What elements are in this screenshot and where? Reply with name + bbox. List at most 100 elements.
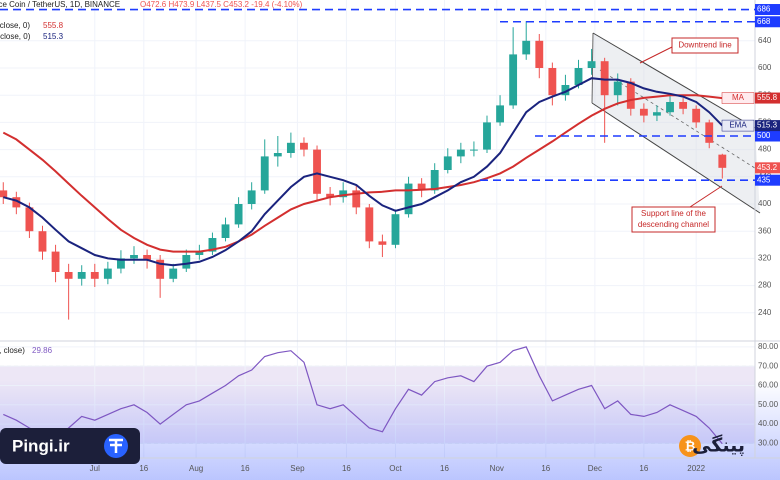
x-tick-label: Aug <box>189 464 203 473</box>
candle-body <box>208 238 217 252</box>
price-pane <box>0 21 727 320</box>
candle-body <box>12 197 21 208</box>
y-tick-label: 360 <box>758 226 772 235</box>
x-tick-label: Jul <box>90 464 100 473</box>
candle-body <box>456 149 465 157</box>
candle-body <box>430 170 439 191</box>
ma-line <box>2 94 723 253</box>
rsi-pane <box>3 346 723 445</box>
candle-body <box>260 156 269 191</box>
x-tick-label: 16 <box>342 464 351 473</box>
rsi-tick-label: 30.00 <box>758 439 779 448</box>
rsi-legend: RSI (14, close) <box>0 346 25 355</box>
candle-body <box>313 149 321 194</box>
candle-body <box>653 112 661 116</box>
rsi-line <box>3 346 723 445</box>
candle-body <box>247 190 256 204</box>
candle-body <box>339 190 348 198</box>
candle-body <box>143 255 151 260</box>
ema-legend-value: 515.3 <box>43 32 64 41</box>
note-box <box>631 206 716 233</box>
x-tick-label: Dec <box>588 464 602 473</box>
series-tag <box>721 119 755 132</box>
bitcoin-symbol: ₿ <box>685 438 696 453</box>
candle-body <box>77 272 86 279</box>
close-badge <box>755 162 780 174</box>
candle-body <box>535 40 544 68</box>
candle-body <box>666 102 674 113</box>
series-badge <box>755 120 780 132</box>
downtrend-note: Downtrend line <box>678 41 732 50</box>
x-tick-label: 16 <box>440 464 449 473</box>
candle-body <box>221 224 230 238</box>
candle-body <box>0 190 8 198</box>
candle-body <box>483 122 491 150</box>
ma-legend-value: 555.8 <box>43 21 64 30</box>
candle-body <box>195 251 204 255</box>
candle-body <box>613 81 622 96</box>
ma-legend: MA (50, close, 0) <box>0 21 30 30</box>
candle-body <box>365 207 374 242</box>
x-tick-label: 16 <box>541 464 550 473</box>
y-tick-label: 400 <box>758 199 772 208</box>
ema-legend: EMA (20, close, 0) <box>0 32 31 41</box>
x-tick-label: 16 <box>139 464 148 473</box>
candle-body <box>718 154 727 168</box>
rsi-tick-label: 40.00 <box>758 419 779 428</box>
candle-body <box>509 54 518 106</box>
candle-body <box>90 272 99 279</box>
bitcoin-icon <box>679 435 701 457</box>
x-tick-label: 16 <box>639 464 648 473</box>
x-tick-label: 2022 <box>687 464 705 473</box>
candle-body <box>639 108 648 116</box>
support-note: descending channel <box>638 220 709 229</box>
candle-body <box>469 149 478 151</box>
note-arrow <box>689 185 723 208</box>
candle-body <box>496 105 504 123</box>
channel-mid <box>599 69 759 171</box>
candle-body <box>38 231 47 252</box>
y-tick-label: 640 <box>758 36 772 45</box>
series-tag-label: MA <box>732 93 745 102</box>
brand-box <box>0 428 140 464</box>
candle-body <box>156 259 165 279</box>
candle-body <box>391 214 400 245</box>
candle-body <box>587 61 596 68</box>
candle-body <box>300 142 308 150</box>
note-arrow <box>639 46 673 64</box>
price-level-badge <box>755 174 780 186</box>
candle-body <box>679 102 688 109</box>
x-tick-label: Oct <box>389 464 402 473</box>
candle-body <box>352 190 361 208</box>
ohlc-label: O472.6 H473.9 L437.5 C453.2 -19.4 (-4.10… <box>140 0 303 9</box>
note-box <box>671 37 739 54</box>
candle-body <box>626 81 635 109</box>
candle-body <box>378 241 387 245</box>
candle-body <box>417 183 426 191</box>
price-level-badge <box>755 16 780 28</box>
price-level-label: 668 <box>757 17 771 26</box>
series-tag-label: EMA <box>729 121 747 130</box>
price-level-badge <box>755 130 780 142</box>
y-tick-label: 320 <box>758 254 772 263</box>
channel-lower <box>591 102 761 214</box>
ma-line <box>3 77 724 267</box>
price-level-badge <box>755 4 780 16</box>
candle-body <box>234 204 243 225</box>
series-badge-label: 515.3 <box>757 121 778 130</box>
channel-fill <box>592 33 760 213</box>
candle-body <box>51 251 60 272</box>
candle-body <box>103 268 112 279</box>
close-badge-label: 453.2 <box>757 163 778 172</box>
y-tick-label: 600 <box>758 63 772 72</box>
candle-body <box>182 255 191 269</box>
candle-body <box>25 207 34 232</box>
candle-body <box>522 40 531 55</box>
rsi-tick-label: 70.00 <box>758 361 779 370</box>
x-tick-label: Nov <box>490 464 504 473</box>
candle-body <box>548 68 557 96</box>
candle-body <box>443 156 452 170</box>
candle-body <box>286 142 295 153</box>
price-level-label: 500 <box>757 131 771 140</box>
